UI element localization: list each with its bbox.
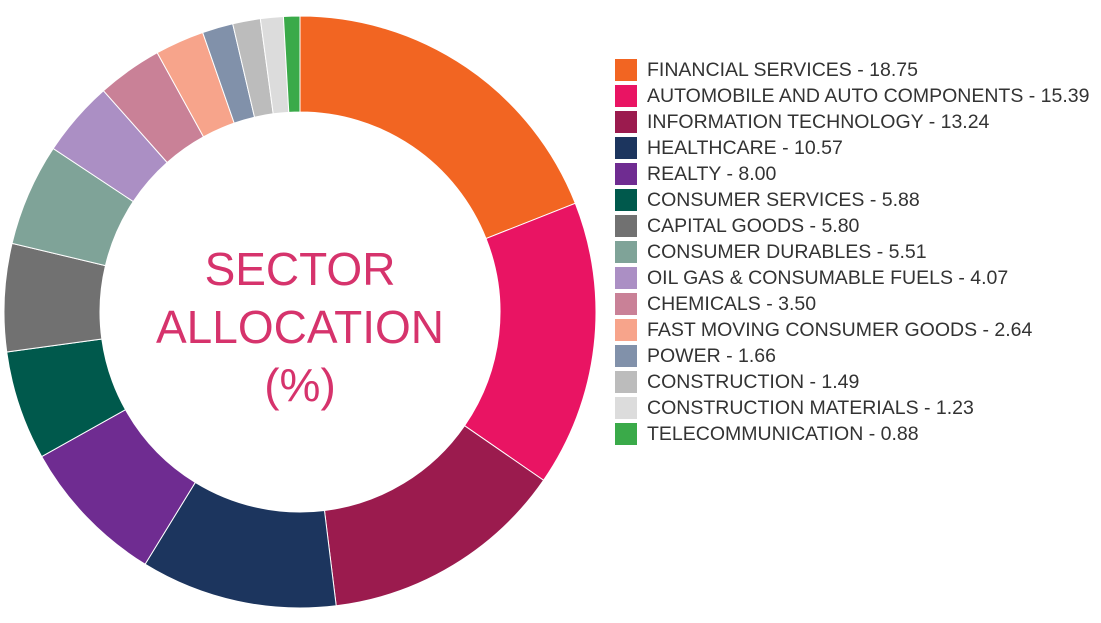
legend-swatch [615, 371, 637, 393]
legend-label: CONSUMER SERVICES - 5.88 [647, 189, 920, 211]
legend-swatch [615, 163, 637, 185]
legend-item: CONSUMER SERVICES - 5.88 [615, 187, 1095, 213]
legend-item: OIL GAS & CONSUMABLE FUELS - 4.07 [615, 265, 1095, 291]
legend-swatch [615, 111, 637, 133]
legend-swatch [615, 137, 637, 159]
legend-item: FAST MOVING CONSUMER GOODS - 2.64 [615, 317, 1095, 343]
legend-item: FINANCIAL SERVICES - 18.75 [615, 57, 1095, 83]
legend-item: CONSTRUCTION - 1.49 [615, 369, 1095, 395]
legend-swatch [615, 215, 637, 237]
legend-label: TELECOMMUNICATION - 0.88 [647, 423, 919, 445]
legend-swatch [615, 397, 637, 419]
donut-slice [299, 15, 576, 240]
donut-slice [282, 15, 301, 113]
legend-label: CONSUMER DURABLES - 5.51 [647, 241, 927, 263]
legend-item: CONSTRUCTION MATERIALS - 1.23 [615, 395, 1095, 421]
legend-label: OIL GAS & CONSUMABLE FUELS - 4.07 [647, 267, 1009, 289]
legend-swatch [615, 241, 637, 263]
legend-item: HEALTHCARE - 10.57 [615, 135, 1095, 161]
legend-label: CHEMICALS - 3.50 [647, 293, 817, 315]
legend-swatch [615, 293, 637, 315]
legend-swatch [615, 189, 637, 211]
legend: FINANCIAL SERVICES - 18.75 AUTOMOBILE AND… [615, 57, 1095, 447]
legend-label: INFORMATION TECHNOLOGY - 13.24 [647, 111, 990, 133]
legend-item: CHEMICALS - 3.50 [615, 291, 1095, 317]
legend-label: FAST MOVING CONSUMER GOODS - 2.64 [647, 319, 1033, 341]
legend-swatch [615, 423, 637, 445]
legend-label: CAPITAL GOODS - 5.80 [647, 215, 860, 237]
legend-label: HEALTHCARE - 10.57 [647, 137, 843, 159]
legend-swatch [615, 85, 637, 107]
legend-swatch [615, 267, 637, 289]
donut-chart [3, 15, 597, 609]
legend-item: REALTY - 8.00 [615, 161, 1095, 187]
legend-item: CONSUMER DURABLES - 5.51 [615, 239, 1095, 265]
legend-item: POWER - 1.66 [615, 343, 1095, 369]
legend-label: AUTOMOBILE AND AUTO COMPONENTS - 15.39 [647, 85, 1090, 107]
legend-swatch [615, 319, 637, 341]
legend-label: CONSTRUCTION MATERIALS - 1.23 [647, 397, 974, 419]
legend-item: CAPITAL GOODS - 5.80 [615, 213, 1095, 239]
chart-title: SECTOR ALLOCATION (%) [156, 243, 444, 411]
legend-item: AUTOMOBILE AND AUTO COMPONENTS - 15.39 [615, 83, 1095, 109]
legend-item: TELECOMMUNICATION - 0.88 [615, 421, 1095, 447]
legend-label: POWER - 1.66 [647, 345, 776, 367]
legend-label: FINANCIAL SERVICES - 18.75 [647, 59, 918, 81]
legend-label: CONSTRUCTION - 1.49 [647, 371, 860, 393]
legend-label: REALTY - 8.00 [647, 163, 777, 185]
legend-swatch [615, 345, 637, 367]
legend-item: INFORMATION TECHNOLOGY - 13.24 [615, 109, 1095, 135]
legend-swatch [615, 59, 637, 81]
